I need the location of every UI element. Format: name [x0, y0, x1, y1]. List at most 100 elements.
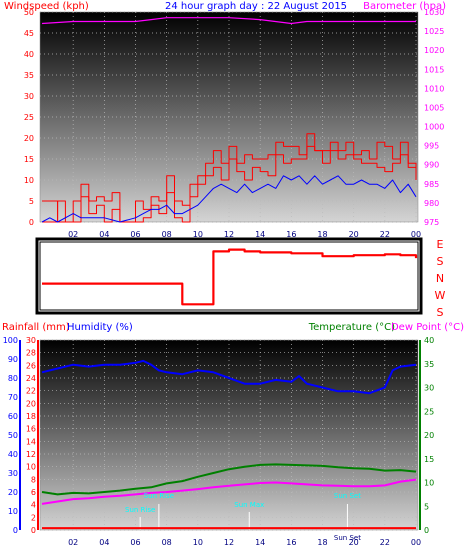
windspeed-y-tick-label: 5	[29, 197, 34, 206]
rainfall-y-tick-label: 4	[31, 501, 36, 510]
temp-x-tick-label: 06	[130, 538, 140, 547]
windspeed-y-tick-label: 15	[24, 155, 34, 164]
wind-x-tick-label: 02	[68, 230, 78, 239]
windspeed-series-line	[42, 145, 417, 223]
temp-x-tick-label: 00	[411, 538, 421, 547]
direction-compass-label: S	[437, 306, 444, 319]
wind-x-tick-label: 08	[162, 230, 172, 239]
rainfall-y-tick-label: 22	[26, 387, 36, 396]
humidity-y-tick-label: 60	[8, 412, 18, 421]
temperature-y-tick-label: 15	[424, 455, 434, 464]
rainfall-y-tick-label: 26	[26, 361, 36, 370]
temp-x-tick-label: 02	[68, 538, 78, 547]
temp-x-tick-label: 08	[162, 538, 172, 547]
sun-annotation-label: Sun Rise	[125, 506, 155, 514]
wind-panel-border	[39, 11, 419, 223]
rainfall-y-tick-label: 14	[26, 437, 36, 446]
temp-x-tick-label: 14	[255, 538, 265, 547]
wind-x-tick-label: 04	[99, 230, 109, 239]
wind-gust-series-line	[42, 133, 417, 223]
barometer-series-line	[41, 17, 416, 25]
temp-x-tick-label: 10	[193, 538, 203, 547]
rainfall-y-tick-label: 28	[26, 349, 36, 358]
wind-x-tick-label: 18	[317, 230, 327, 239]
humidity-y-tick-label: 50	[8, 431, 18, 440]
windspeed-y-tick-label: 30	[24, 92, 34, 101]
direction-compass-label: W	[435, 289, 446, 302]
sun-annotation-label: Sun Set	[334, 492, 361, 500]
temperature-axis-title: Temperature (°C)	[308, 322, 395, 333]
wind-x-tick-label: 12	[224, 230, 234, 239]
temperature-y-tick-label: 20	[424, 431, 434, 440]
temp-x-tick-label: 18	[317, 538, 327, 547]
wind-x-tick-label: 16	[286, 230, 296, 239]
windspeed-y-tick-label: 45	[24, 29, 34, 38]
windspeed-y-tick-label: 50	[24, 8, 34, 17]
direction-panel-background	[39, 241, 419, 311]
barometer-y-tick-label: 1015	[424, 65, 444, 74]
humidity-y-tick-label: 100	[3, 336, 18, 345]
direction-compass-label: E	[437, 238, 444, 251]
dewpoint-axis-title: Dew Point (°C)	[391, 322, 464, 333]
humidity-y-tick-label: 90	[8, 355, 18, 364]
rainfall-y-tick-label: 18	[26, 412, 36, 421]
temperature-y-tick-label: 5	[424, 502, 429, 511]
rainfall-y-tick-label: 6	[31, 488, 36, 497]
barometer-y-tick-label: 975	[424, 218, 439, 227]
temperature-series-line	[41, 463, 417, 496]
rainfall-y-tick-label: 24	[26, 374, 36, 383]
windspeed-y-tick-label: 35	[24, 71, 34, 80]
direction-compass-label: S	[437, 255, 444, 268]
rainfall-y-tick-label: 12	[26, 450, 36, 459]
humidity-y-tick-label: 30	[8, 469, 18, 478]
windspeed-y-tick-label: 0	[29, 218, 34, 227]
barometer-y-tick-label: 1025	[424, 27, 444, 36]
wind-average-series-line	[41, 175, 417, 223]
humidity-y-tick-label: 0	[13, 526, 18, 535]
wind-x-tick-label: 10	[193, 230, 203, 239]
humidity-y-tick-label: 70	[8, 393, 18, 402]
barometer-y-tick-label: 1030	[424, 8, 444, 17]
temp-x-tick-label: 04	[99, 538, 109, 547]
temperature-panel-border	[39, 339, 419, 531]
wind-direction-series-line	[42, 248, 418, 306]
rainfall-y-tick-label: 10	[26, 463, 36, 472]
humidity-series-line	[41, 359, 417, 395]
humidity-y-tick-label: 10	[8, 507, 18, 516]
windspeed-y-tick-label: 10	[24, 176, 34, 185]
wind-x-tick-label: 14	[255, 230, 265, 239]
barometer-y-tick-label: 995	[424, 142, 439, 151]
wind-x-tick-label: 06	[130, 230, 140, 239]
temp-x-tick-label: 20	[349, 538, 359, 547]
temperature-y-tick-label: 25	[424, 407, 434, 416]
barometer-y-tick-label: 980	[424, 199, 439, 208]
wind-x-tick-label: 20	[349, 230, 359, 239]
temperature-panel-background	[40, 340, 418, 530]
rainfall-y-tick-label: 0	[31, 526, 36, 535]
rainfall-y-tick-label: 2	[31, 513, 36, 522]
sun-annotation-label: Sun Max	[234, 501, 264, 509]
humidity-y-tick-label: 20	[8, 488, 18, 497]
humidity-axis-title: Humidity (%)	[67, 322, 133, 333]
humidity-y-tick-label: 40	[8, 450, 18, 459]
rainfall-axis-title: Rainfall (mm)	[2, 322, 70, 333]
dewpoint-series-line	[41, 478, 417, 505]
windspeed-y-tick-label: 40	[24, 50, 34, 59]
barometer-y-tick-label: 990	[424, 161, 439, 170]
wind-x-tick-label: 00	[411, 230, 421, 239]
windspeed-y-tick-label: 25	[24, 113, 34, 122]
direction-compass-label: N	[436, 272, 444, 285]
barometer-y-tick-label: 1010	[424, 84, 444, 93]
windspeed-y-tick-label: 20	[24, 134, 34, 143]
wind-x-tick-label: 22	[380, 230, 390, 239]
rainfall-y-tick-label: 16	[26, 425, 36, 434]
barometer-y-tick-label: 1005	[424, 103, 444, 112]
temperature-y-tick-label: 10	[424, 479, 434, 488]
temp-x-tick-label: 22	[380, 538, 390, 547]
humidity-y-tick-label: 80	[8, 374, 18, 383]
barometer-axis-title: Barometer (hpa)	[363, 1, 446, 12]
barometer-y-tick-label: 1020	[424, 46, 444, 55]
rainfall-y-tick-label: 30	[26, 336, 36, 345]
sun-annotation-label: Sun Rise	[144, 492, 174, 500]
